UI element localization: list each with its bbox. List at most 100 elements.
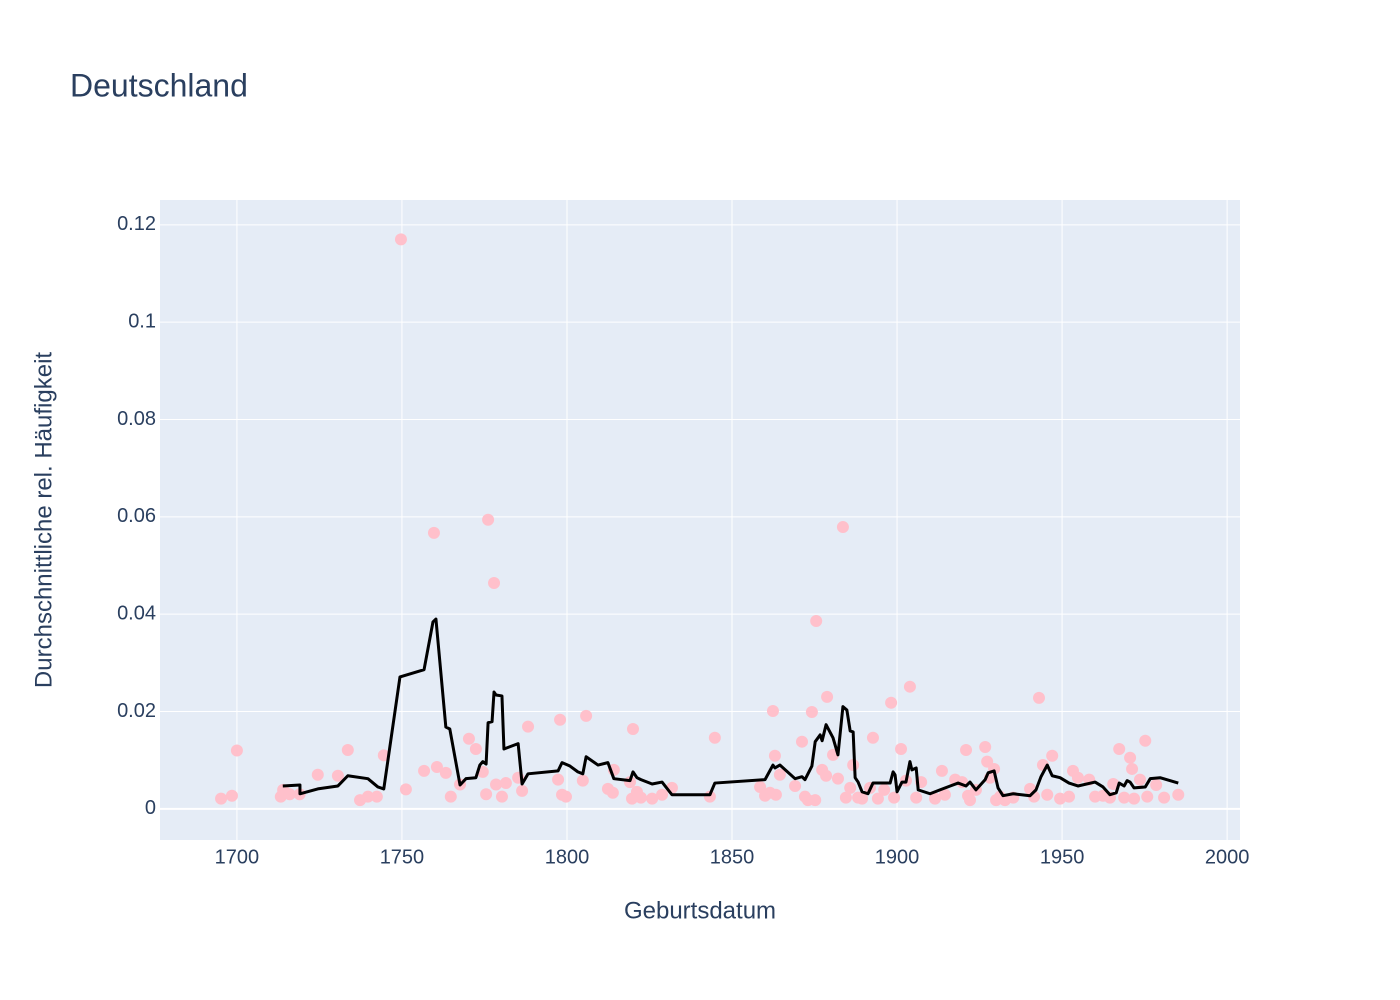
scatter-point — [1032, 691, 1045, 704]
scatter-point — [634, 791, 647, 804]
scatter-point — [805, 706, 818, 718]
scatter-point — [1118, 791, 1131, 804]
scatter-point — [708, 731, 721, 744]
scatter-point — [1150, 779, 1163, 792]
scatter-point — [795, 735, 808, 748]
scatter-point — [903, 680, 916, 693]
scatter-point — [885, 696, 898, 709]
scatter-point — [1128, 792, 1141, 805]
scatter-point — [1113, 742, 1126, 755]
scatter-point — [836, 521, 849, 534]
scatter-point — [418, 764, 431, 777]
scatter-point — [810, 614, 823, 627]
scatter-point — [215, 792, 228, 805]
x-tick-label: 1850 — [710, 846, 755, 868]
y-tick-label: 0 — [145, 797, 156, 819]
scatter-point — [495, 790, 508, 803]
scatter-point — [606, 786, 619, 799]
scatter-point — [439, 766, 452, 779]
scatter-point — [769, 788, 782, 801]
scatter-point — [554, 713, 567, 726]
scatter-point — [964, 794, 976, 807]
scatter-point — [361, 790, 374, 803]
scatter-point — [839, 791, 852, 804]
y-tick-label: 0.12 — [117, 213, 156, 235]
scatter-point — [773, 768, 786, 781]
y-tick-label: 0.06 — [117, 505, 156, 527]
scatter-point — [580, 709, 593, 722]
scatter-point — [394, 233, 407, 246]
scatter-point — [576, 774, 589, 787]
scatter-point — [895, 742, 908, 755]
scatter-point — [1046, 749, 1059, 762]
scatter-point — [910, 791, 923, 804]
scatter-point — [768, 749, 781, 762]
scatter-point — [821, 690, 834, 703]
scatter-point — [831, 772, 844, 785]
scatter-point — [552, 773, 565, 786]
scatter-point — [960, 743, 973, 756]
scatter-point — [225, 789, 238, 802]
scatter-point — [820, 769, 833, 782]
scatter-point — [427, 526, 440, 539]
scatter-point — [878, 783, 891, 796]
y-tick-label: 0.02 — [117, 700, 156, 722]
scatter-point — [1071, 771, 1084, 784]
scatter-point — [844, 781, 857, 794]
scatter-point — [1041, 788, 1054, 801]
scatter-point — [1139, 734, 1152, 747]
scatter-point — [789, 779, 802, 792]
x-tick-label: 1950 — [1040, 846, 1085, 868]
scatter-point — [341, 743, 354, 756]
scatter-point — [283, 788, 296, 801]
y-tick-label: 0.08 — [117, 408, 156, 430]
scatter-point — [488, 577, 501, 590]
scatter-point — [626, 723, 639, 736]
scatter-point — [499, 777, 512, 790]
scatter-point — [522, 720, 535, 733]
line — [282, 617, 1179, 798]
y-tick-label: 0.04 — [117, 602, 156, 624]
scatter-point — [430, 760, 443, 773]
scatter-point — [1063, 790, 1076, 803]
x-tick-label: 1900 — [875, 846, 920, 868]
scatter-point — [809, 794, 822, 807]
scatter-point — [230, 744, 243, 757]
scatter-point — [1054, 792, 1067, 805]
scatter-point — [1124, 751, 1137, 764]
plot-area — [160, 200, 1240, 840]
scatter-point — [656, 788, 669, 801]
scatter-point — [866, 731, 879, 744]
y-axis-label: Durchschnittliche rel. Häufigkeit — [30, 352, 57, 688]
scatter-point — [444, 790, 457, 803]
scatter-point — [516, 784, 529, 797]
scatter-point — [754, 780, 767, 793]
chart-title: Deutschland — [70, 67, 248, 103]
scatter-point — [1158, 791, 1171, 804]
x-tick-label: 1700 — [215, 846, 260, 868]
scatter-point — [469, 742, 482, 755]
scatter-point — [462, 732, 475, 745]
scatter-point — [888, 791, 901, 804]
scatter-point — [1126, 762, 1139, 775]
x-tick-label: 1750 — [380, 846, 425, 868]
scatter-point — [1133, 773, 1146, 786]
scatter-point — [856, 792, 869, 805]
x-tick-label: 2000 — [1205, 846, 1250, 868]
x-axis-label: Geburtsdatum — [624, 897, 776, 924]
scatter-point — [1107, 778, 1120, 791]
scatter-point — [938, 788, 951, 801]
scatter-point — [311, 768, 324, 781]
scatter-point — [871, 792, 884, 805]
scatter-point — [490, 778, 503, 791]
scatter-point — [480, 788, 493, 801]
scatter-point — [935, 764, 948, 777]
scatter-point — [1141, 790, 1154, 803]
scatter-point — [1172, 788, 1185, 801]
scatter-point — [646, 792, 659, 805]
scatter-point — [370, 790, 383, 803]
scatter-point — [331, 769, 344, 782]
scatter-point — [929, 792, 942, 805]
scatter-point — [399, 783, 412, 796]
